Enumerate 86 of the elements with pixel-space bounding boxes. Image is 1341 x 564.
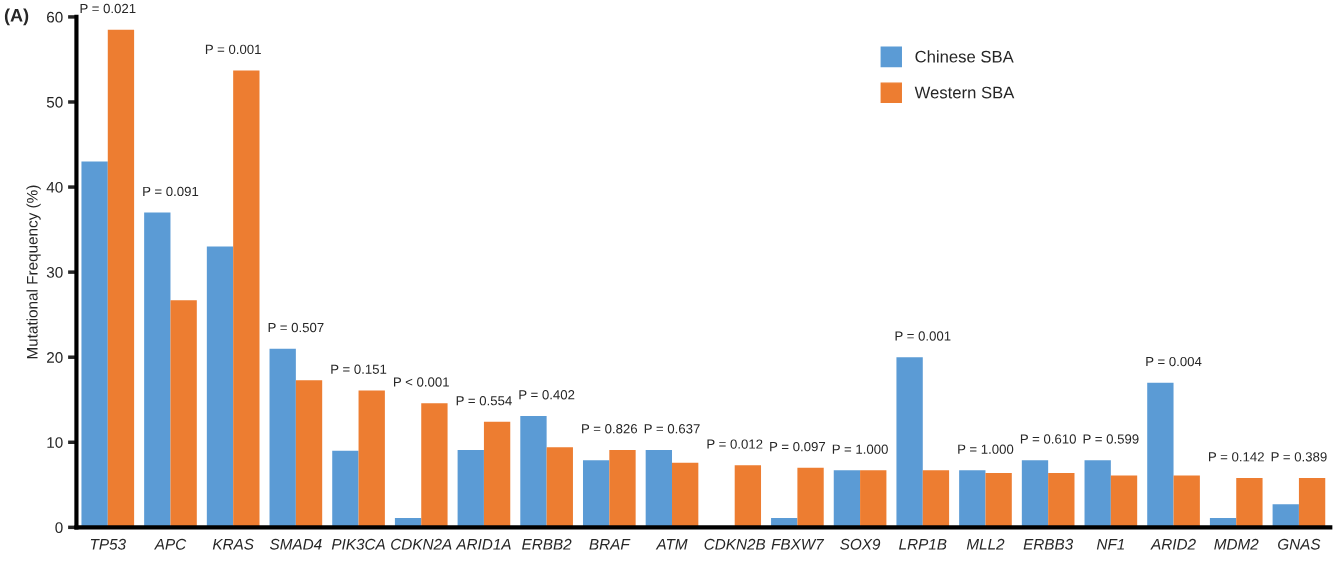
x-tick-label: MDM2 bbox=[1214, 538, 1259, 550]
x-tick-label: ATM bbox=[655, 539, 688, 550]
bar bbox=[609, 449, 636, 528]
y-tick-label: 20 bbox=[47, 352, 63, 363]
x-tick-label: LRP1B bbox=[899, 539, 947, 550]
annotation: P = 0.004 bbox=[1146, 356, 1202, 367]
annotation: P = 0.599 bbox=[1083, 434, 1139, 444]
bar bbox=[269, 348, 296, 528]
x-tick-label: CDKN2A bbox=[391, 538, 452, 550]
bar bbox=[896, 357, 923, 528]
bar bbox=[520, 415, 547, 528]
text: (A) bbox=[4, 8, 29, 26]
bar bbox=[985, 472, 1012, 528]
y-tick-label: 60 bbox=[47, 11, 63, 23]
bar bbox=[483, 421, 511, 528]
x-tick-label: SMAD4 bbox=[269, 538, 322, 550]
legend-label: Chinese SBA bbox=[915, 50, 1014, 63]
bar bbox=[546, 447, 573, 528]
bar bbox=[1272, 504, 1299, 528]
annotation: P = 0.021 bbox=[80, 3, 136, 14]
annotation: P = 0.012 bbox=[707, 439, 763, 449]
bar bbox=[206, 246, 234, 528]
y-tick-label: 40 bbox=[46, 181, 63, 193]
x-tick-label: MLL2 bbox=[966, 538, 1005, 550]
x-tick-label: FBXW7 bbox=[771, 539, 825, 550]
bar bbox=[457, 449, 484, 528]
annotation: P = 1.000 bbox=[958, 444, 1014, 454]
x-tick-label: PIK3CA bbox=[331, 538, 385, 550]
bar bbox=[421, 403, 448, 528]
y-axis-title: Mutational Frequency (%) bbox=[26, 185, 41, 359]
annotation: P = 1.000 bbox=[832, 444, 888, 454]
bar bbox=[332, 450, 359, 528]
bar bbox=[645, 449, 673, 528]
y-tick-label: 0 bbox=[55, 522, 63, 534]
bar bbox=[170, 300, 197, 528]
bar bbox=[922, 470, 950, 528]
bar bbox=[144, 212, 171, 528]
x-tick-label: APC bbox=[154, 538, 187, 550]
bar bbox=[959, 470, 986, 528]
annotation: P = 0.142 bbox=[1209, 452, 1264, 462]
annotation: P = 0.001 bbox=[895, 331, 951, 341]
bar bbox=[797, 467, 824, 528]
annotation: P < 0.001 bbox=[394, 377, 449, 387]
annotation: P = 0.610 bbox=[1020, 434, 1076, 444]
legend-label: Western SBA bbox=[914, 86, 1015, 99]
x-tick-label: ERBB2 bbox=[522, 538, 572, 550]
x-tick-label: CDKN2B bbox=[704, 538, 766, 550]
x-tick-label: KRAS bbox=[212, 538, 254, 550]
annotation: P = 0.402 bbox=[519, 390, 575, 400]
annotation: P = 0.151 bbox=[331, 364, 387, 374]
bar bbox=[107, 29, 135, 528]
y-tick-label: 10 bbox=[47, 437, 63, 448]
bar bbox=[233, 70, 260, 528]
x-tick-label: SOX9 bbox=[840, 538, 881, 550]
bar bbox=[1048, 472, 1075, 528]
annotation: P = 0.554 bbox=[456, 396, 512, 406]
bar bbox=[358, 390, 385, 528]
annotation: P = 0.826 bbox=[582, 424, 638, 434]
bar bbox=[734, 465, 762, 528]
bar bbox=[672, 462, 699, 528]
bar bbox=[295, 380, 323, 528]
x-tick-label: TP53 bbox=[90, 538, 126, 550]
x-tick-label: GNAS bbox=[1278, 538, 1321, 550]
y-tick-label: 30 bbox=[46, 267, 63, 278]
annotation: P = 0.091 bbox=[143, 186, 199, 197]
annotation: P = 0.001 bbox=[205, 44, 261, 55]
x-tick-label: ARID1A bbox=[455, 539, 511, 550]
x-tick-label: ARID2 bbox=[1150, 538, 1196, 550]
bar bbox=[1110, 475, 1138, 528]
bar bbox=[833, 470, 861, 528]
y-tick-label: 50 bbox=[46, 96, 63, 108]
bar bbox=[1173, 475, 1200, 528]
annotation: P = 0.507 bbox=[268, 322, 324, 333]
bar bbox=[860, 470, 887, 528]
bar bbox=[1298, 478, 1326, 528]
x-tick-label: ERBB3 bbox=[1023, 538, 1074, 550]
bar bbox=[1147, 382, 1174, 528]
x-tick-label: NF1 bbox=[1096, 539, 1124, 550]
x-tick-label: BRAF bbox=[589, 539, 631, 550]
annotation: P = 0.637 bbox=[644, 424, 700, 434]
bar bbox=[582, 460, 610, 528]
annotation: P = 0.097 bbox=[770, 441, 826, 452]
bar bbox=[1236, 478, 1263, 528]
bar bbox=[1021, 460, 1049, 528]
bar bbox=[1084, 460, 1111, 528]
annotation: P = 0.389 bbox=[1271, 452, 1327, 462]
